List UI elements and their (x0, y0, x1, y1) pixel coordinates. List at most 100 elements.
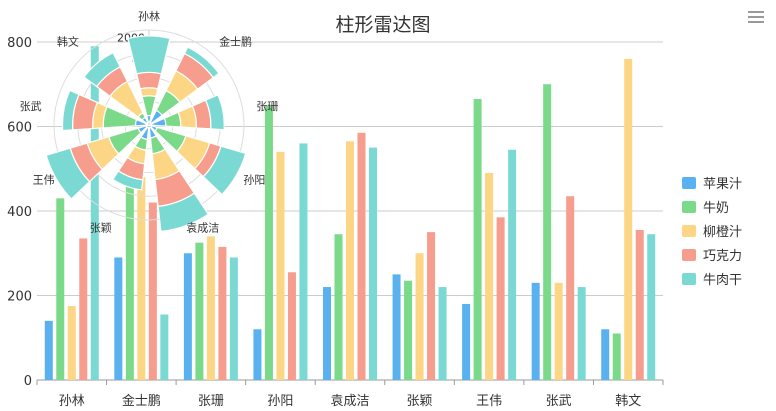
bar[interactable] (566, 196, 575, 380)
polar-bar-segment[interactable] (183, 46, 220, 79)
hamburger-menu-icon[interactable] (748, 11, 764, 23)
bar[interactable] (148, 202, 157, 380)
legend-label: 牛肉干 (703, 273, 742, 288)
bar[interactable] (56, 198, 65, 380)
legend-item[interactable]: 牛肉干 (682, 273, 742, 288)
legend-swatch (682, 249, 696, 261)
bar[interactable] (125, 177, 134, 380)
bar[interactable] (346, 141, 354, 380)
polar-category-label: 张颖 (90, 221, 112, 234)
polar-bar-segment[interactable] (45, 147, 91, 200)
bar[interactable] (160, 314, 169, 380)
bar[interactable] (79, 238, 88, 380)
y-tick-label: 200 (7, 290, 32, 305)
bar[interactable] (137, 177, 146, 380)
legend-swatch (682, 273, 696, 285)
legend-item[interactable]: 苹果汁 (682, 177, 742, 192)
polar-bar-segment[interactable] (112, 170, 144, 191)
bar[interactable] (415, 253, 424, 380)
x-axis: 孙林 金士鹏 张珊 孙阳 袁成洁 张颖 王伟 张武 韩文 (36, 380, 664, 409)
legend-item[interactable]: 巧克力 (682, 249, 742, 264)
polar-category-label: 袁成洁 (186, 221, 219, 234)
bar[interactable] (299, 143, 308, 380)
polar-bar-segment[interactable] (139, 87, 159, 98)
polar-bar-segment[interactable] (135, 71, 163, 90)
x-tick-label: 张颖 (407, 394, 433, 409)
bar[interactable] (323, 287, 331, 380)
bar[interactable] (473, 99, 482, 380)
bar[interactable] (218, 246, 227, 380)
bar[interactable] (276, 151, 285, 380)
bar[interactable] (369, 147, 377, 380)
bar[interactable] (183, 253, 192, 380)
polar-bar-segment[interactable] (127, 35, 171, 75)
bar[interactable] (195, 242, 204, 380)
x-tick-label: 张武 (546, 394, 572, 409)
x-tick-label: 韩文 (615, 394, 641, 409)
y-axis: 0 200 400 600 800 (7, 36, 32, 389)
legend-label: 柳橙汁 (703, 225, 742, 240)
polar-bar-chart: 2000150孙林金士鹏张珊孙阳袁成洁张颖王伟张武韩文 (20, 9, 279, 234)
bar[interactable] (612, 333, 621, 380)
bar[interactable] (427, 232, 436, 380)
polar-bar-segment[interactable] (141, 95, 157, 117)
bar[interactable] (543, 84, 552, 380)
bar[interactable] (357, 132, 366, 380)
bar[interactable] (508, 149, 517, 380)
bar[interactable] (114, 257, 123, 380)
chart-title: 柱形雷达图 (335, 14, 430, 36)
legend-item[interactable]: 柳橙汁 (682, 225, 742, 240)
bar[interactable] (438, 287, 447, 380)
polar-bar-segment[interactable] (83, 51, 121, 88)
legend-label: 苹果汁 (703, 177, 742, 192)
y-tick-label: 800 (7, 36, 32, 51)
legend-swatch (682, 177, 696, 189)
bar[interactable] (287, 272, 296, 380)
y-tick-label: 0 (24, 374, 32, 389)
bar[interactable] (392, 274, 401, 380)
bar[interactable] (462, 303, 471, 380)
bar[interactable] (67, 306, 76, 380)
bar[interactable] (485, 172, 494, 380)
x-tick-label: 袁成洁 (330, 394, 369, 409)
legend-label: 巧克力 (703, 249, 742, 264)
bar[interactable] (554, 282, 563, 380)
bar[interactable] (577, 287, 586, 380)
polar-category-label: 孙阳 (243, 174, 265, 187)
bar[interactable] (44, 320, 53, 380)
y-tick-label: 600 (7, 121, 32, 136)
polar-bar-segment[interactable] (61, 89, 80, 132)
polar-category-label: 张珊 (256, 100, 278, 113)
x-tick-label: 张珊 (198, 394, 224, 409)
polar-category-label: 韩文 (57, 35, 79, 49)
legend-swatch (682, 225, 696, 237)
x-tick-label: 金士鹏 (122, 393, 161, 409)
bar[interactable] (531, 282, 540, 380)
bar[interactable] (624, 58, 633, 381)
x-tick-label: 孙阳 (267, 394, 293, 409)
bar[interactable] (253, 329, 262, 380)
polar-category-label: 金士鹏 (219, 35, 252, 49)
bar-series (44, 46, 656, 381)
legend-swatch (682, 201, 696, 213)
bar[interactable] (404, 280, 413, 380)
y-tick-label: 400 (7, 205, 32, 220)
bar[interactable] (635, 230, 644, 380)
bar[interactable] (90, 46, 99, 380)
bar[interactable] (264, 105, 273, 380)
bar[interactable] (647, 234, 656, 380)
bar[interactable] (334, 234, 343, 380)
polar-category-label: 张武 (20, 100, 42, 113)
polar-bar-segment[interactable] (204, 94, 225, 131)
bar[interactable] (206, 236, 215, 380)
bar[interactable] (496, 217, 505, 380)
bar[interactable] (601, 329, 610, 380)
bar[interactable] (229, 257, 238, 380)
polar-bar-segment[interactable] (163, 111, 182, 128)
polar-bar-segment[interactable] (157, 192, 210, 233)
legend-item[interactable]: 牛奶 (682, 201, 729, 216)
polar-bar-segment[interactable] (202, 145, 247, 196)
legend-label: 牛奶 (703, 201, 729, 216)
